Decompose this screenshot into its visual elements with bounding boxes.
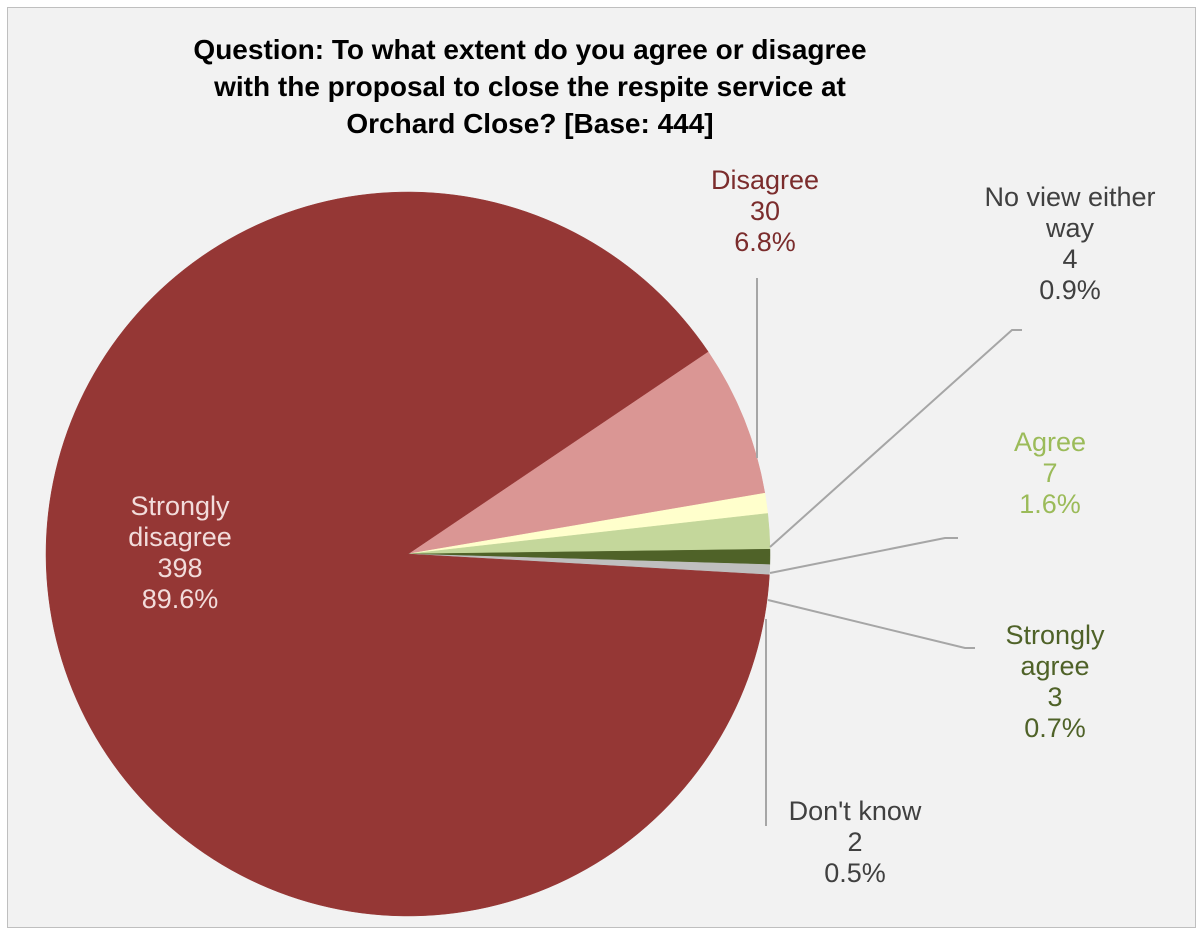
data-label-name: Agree xyxy=(1013,427,1087,457)
leader-line-agree xyxy=(769,537,958,574)
data-label-value: 398 xyxy=(157,553,203,583)
data-label-percent: 0.7% xyxy=(1024,713,1086,743)
data-label-name: Strongly xyxy=(130,491,230,521)
data-label-value: 3 xyxy=(1047,682,1063,712)
data-label-name: agree xyxy=(1020,651,1090,681)
data-label-value: 7 xyxy=(1042,458,1058,488)
data-label-disagree: Disagree 30 6.8% xyxy=(700,165,830,258)
data-label-percent: 0.9% xyxy=(1039,275,1101,305)
data-label-name: way xyxy=(1045,213,1094,243)
data-label-strongly-agree: Strongly agree 3 0.7% xyxy=(975,620,1135,744)
data-label-percent: 1.6% xyxy=(1019,489,1081,519)
chart-title-line-3: Orchard Close? [Base: 444] xyxy=(346,108,714,139)
pie-slice-strongly-disagree xyxy=(45,191,770,917)
data-label-name: Disagree xyxy=(710,165,820,195)
data-label-name: No view either xyxy=(984,182,1156,212)
chart-title-line-1: Question: To what extent do you agree or… xyxy=(193,34,867,65)
data-label-name: disagree xyxy=(128,522,232,552)
data-label-percent: 89.6% xyxy=(141,584,219,614)
data-label-percent: 6.8% xyxy=(734,227,796,257)
data-label-value: 2 xyxy=(847,827,863,857)
leader-line-strongly-agree xyxy=(767,599,975,649)
data-label-agree: Agree 7 1.6% xyxy=(980,427,1120,520)
chart-title: Question: To what extent do you agree or… xyxy=(150,31,910,142)
pie-slice-disagree xyxy=(407,351,766,555)
data-label-percent: 0.5% xyxy=(824,858,886,888)
data-label-value: 4 xyxy=(1062,244,1078,274)
data-label-strongly-disagree: Strongly disagree 398 89.6% xyxy=(110,491,250,615)
data-label-name: Don't know xyxy=(788,796,922,826)
data-label-no-view-either-way: No view either way 4 0.9% xyxy=(960,182,1180,306)
data-label-don-t-know: Don't know 2 0.5% xyxy=(765,796,945,889)
chart-title-line-2: with the proposal to close the respite s… xyxy=(214,71,846,102)
leader-line-no-view-either-way xyxy=(769,329,1022,548)
data-label-name: Strongly xyxy=(1005,620,1105,650)
data-label-value: 30 xyxy=(749,196,781,226)
